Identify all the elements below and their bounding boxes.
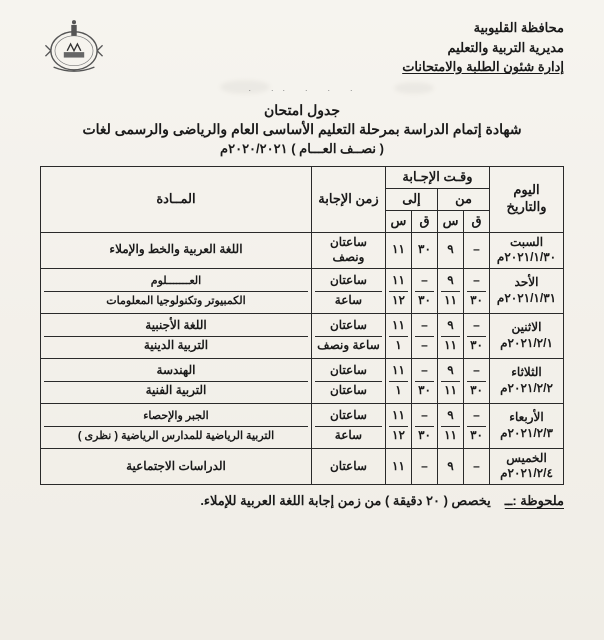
- table-row: الأحد٢٠٢١/١/٣١م–٣٠٩١١–٣٠١١١٢ساعتانساعةال…: [41, 268, 564, 313]
- table-row: الثلاثاء٢٠٢١/٢/٢م–٣٠٩١١–٣٠١١١ساعتانساعتا…: [41, 358, 564, 403]
- cell-from-h: ٩١١: [438, 313, 464, 358]
- governorate: محافظة القليوبية: [402, 18, 564, 38]
- cell-day: السبت٢٠٢١/١/٣٠م: [490, 232, 564, 268]
- th-from-h: س: [438, 210, 464, 232]
- header-text: محافظة القليوبية مديرية التربية والتعليم…: [402, 18, 564, 77]
- directorate: مديرية التربية والتعليم: [402, 38, 564, 58]
- th-to-h: س: [385, 210, 411, 232]
- header: محافظة القليوبية مديرية التربية والتعليم…: [40, 18, 564, 77]
- th-duration: زمن الإجابة: [311, 166, 385, 232]
- cell-to-q: ٣٠: [412, 232, 438, 268]
- cell-day: الأربعاء٢٠٢١/٢/٣م: [490, 403, 564, 448]
- cell-to-h: ١١١٢: [385, 403, 411, 448]
- cell-to-q: –٣٠: [412, 358, 438, 403]
- cell-to-h: ١١: [385, 232, 411, 268]
- cell-subject: الدراسات الاجتماعية: [41, 448, 312, 484]
- cell-from-q: –٣٠: [464, 313, 490, 358]
- th-subject: المــادة: [41, 166, 312, 232]
- table-row: الاثنين٢٠٢١/٢/١م–٣٠٩١١––١١١ساعتانساعة ون…: [41, 313, 564, 358]
- cell-duration: ساعتانساعة ونصف: [311, 313, 385, 358]
- cell-to-q: –٣٠: [412, 268, 438, 313]
- cell-to-h: ١١١٢: [385, 268, 411, 313]
- cell-day: الثلاثاء٢٠٢١/٢/٢م: [490, 358, 564, 403]
- cell-day: الأحد٢٠٢١/١/٣١م: [490, 268, 564, 313]
- department: إدارة شئون الطلبة والامتحانات: [402, 57, 564, 77]
- cell-subject: العـــــــلومالكمبيوتر وتكنولوجيا المعلو…: [41, 268, 312, 313]
- cell-from-h: ٩١١: [438, 403, 464, 448]
- cell-from-h: ٩١١: [438, 358, 464, 403]
- footer-note: ملحوظة :ــ يخصص ( ٢٠ دقيقة ) من زمن إجاب…: [40, 493, 564, 509]
- title-line1: جدول امتحان: [40, 101, 564, 121]
- table-row: الخميس٢٠٢١/٢/٤م–٩–١١ساعتانالدراسات الاجت…: [41, 448, 564, 484]
- cell-duration: ساعتانساعتان: [311, 358, 385, 403]
- th-time: وقـت الإجـابة: [385, 166, 489, 188]
- cell-from-h: ٩: [438, 448, 464, 484]
- th-day: اليوم والتاريخ: [490, 166, 564, 232]
- logo-emblem: [40, 18, 108, 74]
- cell-from-q: –: [464, 448, 490, 484]
- th-from: من: [438, 188, 490, 210]
- cell-duration: ساعتانساعة: [311, 268, 385, 313]
- cell-duration: ساعتان ونصف: [311, 232, 385, 268]
- th-to-q: ق: [412, 210, 438, 232]
- cell-day: الخميس٢٠٢١/٢/٤م: [490, 448, 564, 484]
- cell-to-q: –٣٠: [412, 403, 438, 448]
- cell-day: الاثنين٢٠٢١/٢/١م: [490, 313, 564, 358]
- cell-subject: اللغة الأجنبيةالتربية الدينية: [41, 313, 312, 358]
- cell-to-h: ١١١: [385, 358, 411, 403]
- table-row: السبت٢٠٢١/١/٣٠م–٩٣٠١١ساعتان ونصفاللغة ال…: [41, 232, 564, 268]
- cell-to-q: –: [412, 448, 438, 484]
- cell-from-q: –٣٠: [464, 403, 490, 448]
- title-line3: ( نصــف العـــام ) ٢٠٢٠/٢٠٢١م: [40, 140, 564, 158]
- table-body: السبت٢٠٢١/١/٣٠م–٩٣٠١١ساعتان ونصفاللغة ال…: [41, 232, 564, 484]
- table-head: اليوم والتاريخ وقـت الإجـابة زمن الإجابة…: [41, 166, 564, 232]
- title-block: جدول امتحان شهادة إتمام الدراسة بمرحلة ا…: [40, 101, 564, 158]
- th-to: إلى: [385, 188, 437, 210]
- exam-table: اليوم والتاريخ وقـت الإجـابة زمن الإجابة…: [40, 166, 564, 485]
- cell-subject: اللغة العربية والخط والإملاء: [41, 232, 312, 268]
- cell-from-h: ٩١١: [438, 268, 464, 313]
- document-page: محافظة القليوبية مديرية التربية والتعليم…: [0, 0, 604, 640]
- cell-subject: الهندسةالتربية الفنية: [41, 358, 312, 403]
- cell-from-h: ٩: [438, 232, 464, 268]
- cell-subject: الجبر والإحصاءالتربية الرياضية للمدارس ا…: [41, 403, 312, 448]
- cell-from-q: –٣٠: [464, 358, 490, 403]
- title-line2: شهادة إتمام الدراسة بمرحلة التعليم الأسا…: [40, 120, 564, 140]
- faint-marks: · · · · · ·: [40, 85, 564, 95]
- th-from-q: ق: [464, 210, 490, 232]
- cell-duration: ساعتانساعة: [311, 403, 385, 448]
- cell-from-q: –٣٠: [464, 268, 490, 313]
- cell-from-q: –: [464, 232, 490, 268]
- cell-to-h: ١١: [385, 448, 411, 484]
- footer-label: ملحوظة :ــ: [505, 493, 564, 509]
- cell-duration: ساعتان: [311, 448, 385, 484]
- footer-text: يخصص ( ٢٠ دقيقة ) من زمن إجابة اللغة الع…: [200, 493, 490, 509]
- cell-to-h: ١١١: [385, 313, 411, 358]
- cell-to-q: ––: [412, 313, 438, 358]
- table-row: الأربعاء٢٠٢١/٢/٣م–٣٠٩١١–٣٠١١١٢ساعتانساعة…: [41, 403, 564, 448]
